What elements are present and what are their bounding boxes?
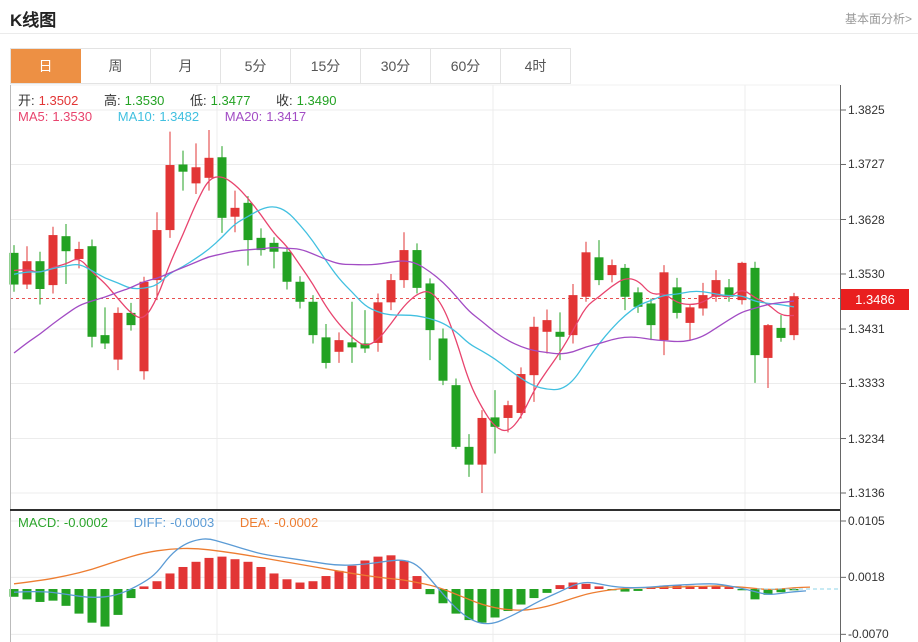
axis-tick-label: 0.0018 xyxy=(848,570,885,585)
ma5-label: MA5: xyxy=(18,109,49,124)
open-value: 1.3502 xyxy=(38,93,79,108)
ma10-label: MA10: xyxy=(117,109,156,124)
axis-tick-label: 1.3333 xyxy=(848,376,885,391)
ma10-value: 1.3482 xyxy=(159,109,200,124)
open-label: 开: xyxy=(18,93,35,108)
diff-value: -0.0003 xyxy=(170,515,215,530)
ma20-value: 1.3417 xyxy=(266,109,307,124)
macd-value: -0.0002 xyxy=(63,515,108,530)
axis-tick-label: 0.0105 xyxy=(848,514,885,528)
macd-label: MACD: xyxy=(18,515,60,530)
header-divider xyxy=(0,33,918,34)
macd-readout: MACD: -0.0002 DIFF: -0.0003 DEA: -0.0002 xyxy=(18,515,322,530)
fundamental-analysis-link[interactable]: 基本面分析> xyxy=(844,12,912,26)
current-price-badge: 1.3486 xyxy=(841,289,909,310)
ma-readout: MA5: 1.3530 MA10: 1.3482 MA20: 1.3417 xyxy=(18,109,310,124)
tab-period-4hour[interactable]: 4时 xyxy=(501,49,570,83)
tab-period-week[interactable]: 周 xyxy=(81,49,151,83)
period-tabbar: 日 周 月 5分 15分 30分 60分 4时 xyxy=(10,48,571,84)
axis-tick-label: 1.3628 xyxy=(848,212,885,227)
tab-period-15min[interactable]: 15分 xyxy=(291,49,361,83)
axis-tick-label: 1.3234 xyxy=(848,431,885,446)
ma20-label: MA20: xyxy=(224,109,263,124)
axis-tick-label: 1.3727 xyxy=(848,157,885,172)
axis-tick-label: -0.0070 xyxy=(848,627,889,641)
tab-period-30min[interactable]: 30分 xyxy=(361,49,431,83)
page-title: K线图 xyxy=(10,11,57,30)
low-label: 低: xyxy=(190,93,207,108)
dea-label: DEA: xyxy=(239,515,271,530)
axis-tick-label: 1.3431 xyxy=(848,322,885,337)
tab-period-month[interactable]: 月 xyxy=(151,49,221,83)
axis-tick-label: 1.3825 xyxy=(848,103,885,117)
low-value: 1.3477 xyxy=(210,93,251,108)
diff-label: DIFF: xyxy=(133,515,167,530)
high-value: 1.3530 xyxy=(124,93,165,108)
high-label: 高: xyxy=(104,93,121,108)
dea-value: -0.0002 xyxy=(274,515,319,530)
close-label: 收: xyxy=(276,93,293,108)
ohlc-readout: 开: 1.3502 高: 1.3530 低: 1.3477 收: 1.3490 xyxy=(18,90,340,109)
tab-period-day[interactable]: 日 xyxy=(11,49,81,83)
tab-period-5min[interactable]: 5分 xyxy=(221,49,291,83)
ma5-value: 1.3530 xyxy=(52,109,93,124)
close-value: 1.3490 xyxy=(296,93,337,108)
axis-tick-label: 1.3530 xyxy=(848,266,885,281)
tab-period-60min[interactable]: 60分 xyxy=(431,49,501,83)
axis-tick-label: 1.3136 xyxy=(848,486,885,500)
